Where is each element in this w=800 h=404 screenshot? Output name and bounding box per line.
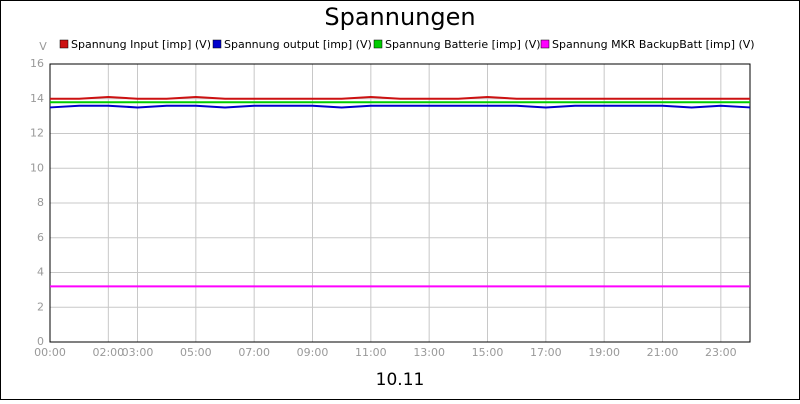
legend-swatch xyxy=(373,39,383,49)
x-tick-label: 07:00 xyxy=(238,346,270,359)
x-tick-label: 13:00 xyxy=(413,346,445,359)
series-line xyxy=(50,96,750,100)
x-tick-label: 21:00 xyxy=(647,346,679,359)
x-tick-label: 00:00 xyxy=(34,346,66,359)
y-tick-label: 14 xyxy=(30,92,44,105)
legend-label: Spannung MKR BackupBatt [imp] (V) xyxy=(552,38,755,51)
legend-label: Spannung Input [imp] (V) xyxy=(71,38,211,51)
chart-title: Spannungen xyxy=(324,3,475,31)
y-tick-label: 12 xyxy=(30,127,44,140)
plot-border xyxy=(49,63,751,343)
x-tick-label: 02:00 xyxy=(92,346,124,359)
x-tick-label: 23:00 xyxy=(705,346,737,359)
x-tick-label: 03:00 xyxy=(122,346,154,359)
x-axis-label: 10.11 xyxy=(376,370,425,390)
legend-label: Spannung output [imp] (V) xyxy=(224,38,372,51)
x-tick-label: 19:00 xyxy=(588,346,620,359)
legend-swatch xyxy=(59,39,69,49)
y-tick-label: 8 xyxy=(37,196,44,209)
y-axis-label: V xyxy=(39,40,47,53)
legend-label: Spannung Batterie [imp] (V) xyxy=(385,38,541,51)
y-tick-label: 4 xyxy=(37,266,44,279)
y-tick-label: 2 xyxy=(37,300,44,313)
legend-swatch xyxy=(212,39,222,49)
y-tick-label: 0 xyxy=(37,335,44,348)
x-tick-label: 17:00 xyxy=(530,346,562,359)
legend-swatch xyxy=(540,39,550,49)
y-tick-label: 16 xyxy=(30,57,44,70)
y-tick-label: 10 xyxy=(30,161,44,174)
y-tick-label: 6 xyxy=(37,231,44,244)
x-tick-label: 15:00 xyxy=(472,346,504,359)
series-line xyxy=(49,104,751,109)
x-tick-label: 09:00 xyxy=(297,346,329,359)
x-tick-label: 11:00 xyxy=(355,346,387,359)
x-tick-label: 05:00 xyxy=(180,346,212,359)
